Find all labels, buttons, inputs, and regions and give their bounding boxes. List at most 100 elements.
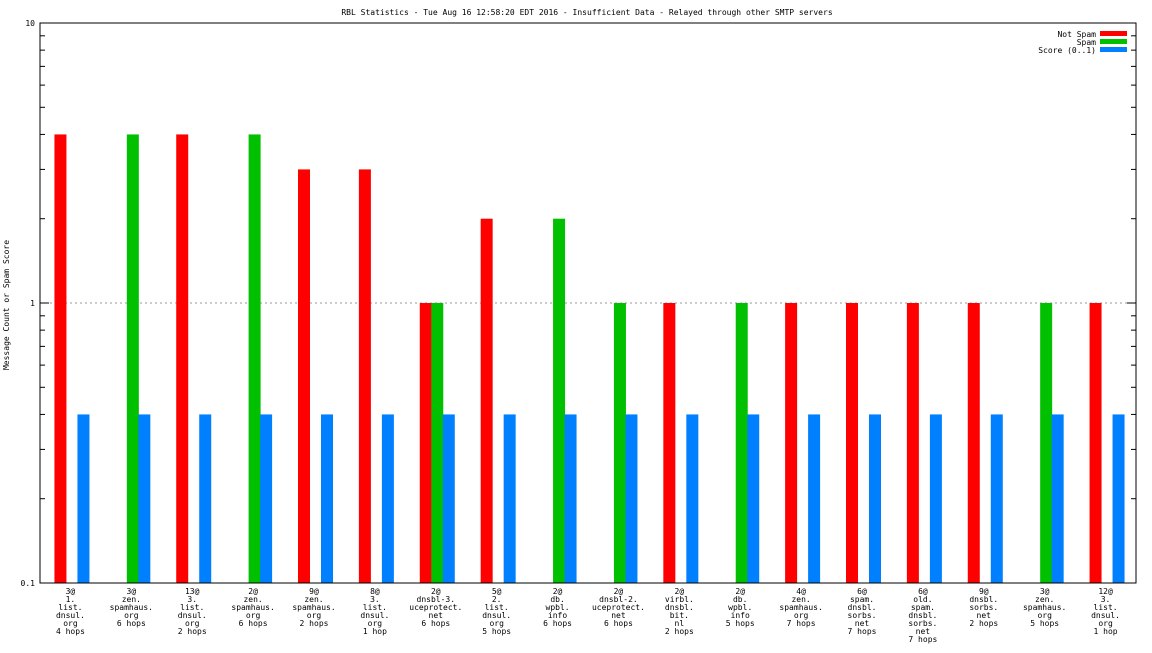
x-tick-label: 3@ [66,587,76,596]
x-tick-label: dnsul. [360,611,389,620]
bar-score [77,414,90,583]
x-tick-label: 7 hops [787,619,816,628]
y-axis-label: Message Count or Spam Score [2,240,11,370]
bar-score [381,414,394,583]
x-tick-label: nl [675,619,685,628]
x-tick-label: zen. [791,595,810,604]
x-tick-label: dnsbl-3. [417,595,456,604]
x-tick-label: 12@ [1098,587,1113,596]
bars [54,134,1125,583]
x-tick-label: 5 hops [482,627,511,636]
x-tick-label: 1 hop [363,627,387,636]
x-tick-label: 2@ [553,587,563,596]
x-tick-label: dnsbl. [665,603,694,612]
x-tick-label: 6 hops [239,619,268,628]
x-tick-label: zen. [1035,595,1054,604]
bar-not-spam [967,303,980,583]
x-tick-label: 5 hops [726,619,755,628]
legend-swatch [1100,39,1127,44]
x-tick-label: 3. [187,595,197,604]
bar-not-spam [906,303,919,583]
x-tick-label: zen. [304,595,323,604]
x-tick-label: spamhaus. [779,603,822,612]
x-tick-label: dnsul. [1091,611,1120,620]
x-tick-label: org [307,611,322,620]
x-tick-label: 2@ [248,587,258,596]
bar-score [199,414,212,583]
bar-score [321,414,333,583]
x-tick-label: list. [58,603,82,612]
x-tick-label: info [731,611,750,620]
x-tick-label: 9@ [979,587,989,596]
bar-spam [613,303,626,583]
x-tick-label: 2 hops [178,627,207,636]
x-tick-label: 6 hops [604,619,633,628]
x-tick-label: 3. [1101,595,1111,604]
x-tick-label: spamhaus. [231,603,274,612]
bar-score [503,414,516,583]
bar-not-spam [480,218,493,583]
x-tick-label: 3. [370,595,380,604]
x-tick-label: 1. [66,595,76,604]
x-tick-label: uceprotect. [592,603,645,612]
bar-not-spam [176,134,189,583]
bar-spam [126,134,139,583]
bar-not-spam [1089,303,1102,583]
bar-spam [553,218,566,583]
x-tick-label: dnsbl. [969,595,998,604]
x-tick-label: net [855,619,870,628]
x-tick-label: org [246,611,261,620]
x-tick-label: 2@ [431,587,441,596]
y-tick-label: 1 [30,299,35,308]
x-tick-label: 5 hops [1030,619,1059,628]
bar-score [747,414,760,583]
x-tick-label: sorbs. [969,603,998,612]
x-tick-label: spam. [850,595,874,604]
x-tick-label: 7 hops [908,635,937,644]
bar-score [260,414,273,583]
x-tick-label: 6 hops [117,619,146,628]
x-tick-label: sorbs. [908,619,937,628]
bar-not-spam [54,134,67,583]
x-tick-label: org [489,619,504,628]
x-tick-label: 7 hops [848,627,877,636]
x-tick-label: wpbl. [728,603,752,612]
bar-not-spam [298,169,310,583]
bar-not-spam [358,169,371,583]
x-tick-label: org [1098,619,1113,628]
x-tick-label: uceprotect. [409,603,462,612]
x-tick-label: spamhaus. [110,603,153,612]
x-tick-label: virbl. [665,595,694,604]
x-tick-label: 4@ [796,587,806,596]
bar-score [564,414,577,583]
x-tick-label: list. [363,603,387,612]
legend-label: Score (0..1) [1038,46,1096,55]
bar-score [1112,414,1125,583]
x-tick-label: 3@ [127,587,137,596]
legend-label: Spam [1077,38,1096,47]
bar-not-spam [419,303,432,583]
x-tick-label: dnsul. [56,611,85,620]
x-tick-label: 2@ [735,587,745,596]
x-tick-label: 6@ [918,587,928,596]
x-tick-label: old. [913,595,932,604]
x-tick-label: list. [485,603,509,612]
x-tick-label: net [611,611,626,620]
x-tick-label: 2@ [614,587,624,596]
bar-spam [735,303,748,583]
x-tick-label: 5@ [492,587,502,596]
x-tick-label: spamhaus. [1023,603,1066,612]
x-tick-label: org [368,619,383,628]
bar-not-spam [846,303,858,583]
bar-spam [431,303,444,583]
x-tick-label: org [124,611,139,620]
x-tick-label: dnsul. [178,611,207,620]
x-tick-label: 2 hops [969,619,998,628]
x-tick-label: 8@ [370,587,380,596]
bar-score [686,414,699,583]
x-tick-label: 6@ [857,587,867,596]
x-tick-label: info [548,611,567,620]
x-tick-label: 13@ [185,587,200,596]
